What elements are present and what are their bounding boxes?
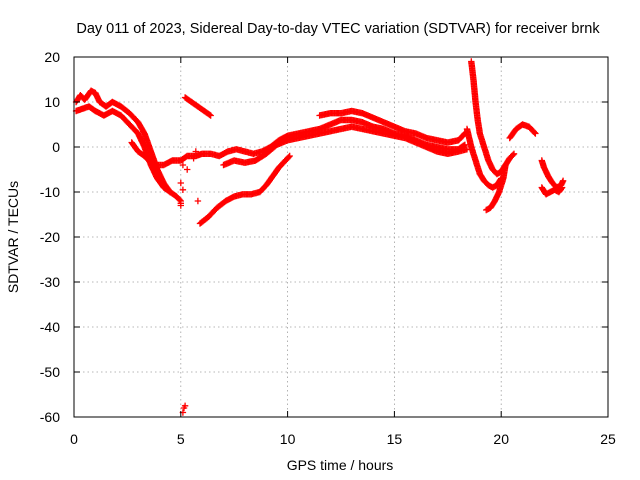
data-point-marker [180, 404, 188, 412]
x-tick-label: 20 [493, 431, 509, 447]
data-point-marker [179, 186, 187, 193]
data-point-marker [176, 196, 184, 204]
data-point-marker [179, 161, 187, 169]
x-tick-label: 10 [280, 431, 296, 447]
data-point-marker [194, 197, 202, 205]
data-point-marker [184, 166, 191, 173]
data-point-marker [532, 130, 539, 137]
data-point-marker [510, 150, 518, 157]
y-tick-label: -30 [40, 274, 60, 290]
y-tick-label: 20 [44, 49, 60, 65]
x-tick-label: 0 [70, 431, 78, 447]
y-tick-label: -50 [40, 364, 60, 380]
data-point-marker [559, 177, 567, 184]
y-tick-label: -20 [40, 229, 60, 245]
x-tick-label: 15 [387, 431, 403, 447]
y-tick-label: 10 [44, 94, 60, 110]
x-tick-label: 5 [177, 431, 185, 447]
data-point-marker [177, 202, 184, 209]
data-point-marker [286, 152, 293, 160]
y-tick-label: -60 [40, 409, 60, 425]
data-points [72, 58, 567, 416]
y-tick-label: -40 [40, 319, 60, 335]
chart-title: Day 011 of 2023, Sidereal Day-to-day VTE… [76, 21, 600, 37]
data-point-marker [190, 155, 197, 162]
axis-ticks: 0 5 10 15 20 25 20 10 0 -10 -20 -30 -40 -50 -60 [40, 49, 616, 447]
grid-lines [74, 57, 608, 417]
data-point-marker [192, 148, 199, 155]
y-tick-label: 0 [52, 139, 60, 155]
data-point-marker [558, 184, 566, 191]
data-point-marker [510, 151, 517, 158]
y-axis-label: SDTVAR / TECUs [5, 181, 21, 293]
data-point-marker [285, 153, 293, 161]
data-point-marker [166, 188, 174, 196]
data-point-marker [531, 129, 538, 136]
x-axis-label: GPS time / hours [287, 457, 394, 473]
data-point-marker [502, 161, 509, 169]
data-point-marker [177, 179, 184, 187]
x-tick-label: 25 [600, 431, 616, 447]
data-point-marker [207, 112, 214, 119]
y-tick-label: -10 [40, 184, 60, 200]
data-point-marker [558, 185, 565, 192]
